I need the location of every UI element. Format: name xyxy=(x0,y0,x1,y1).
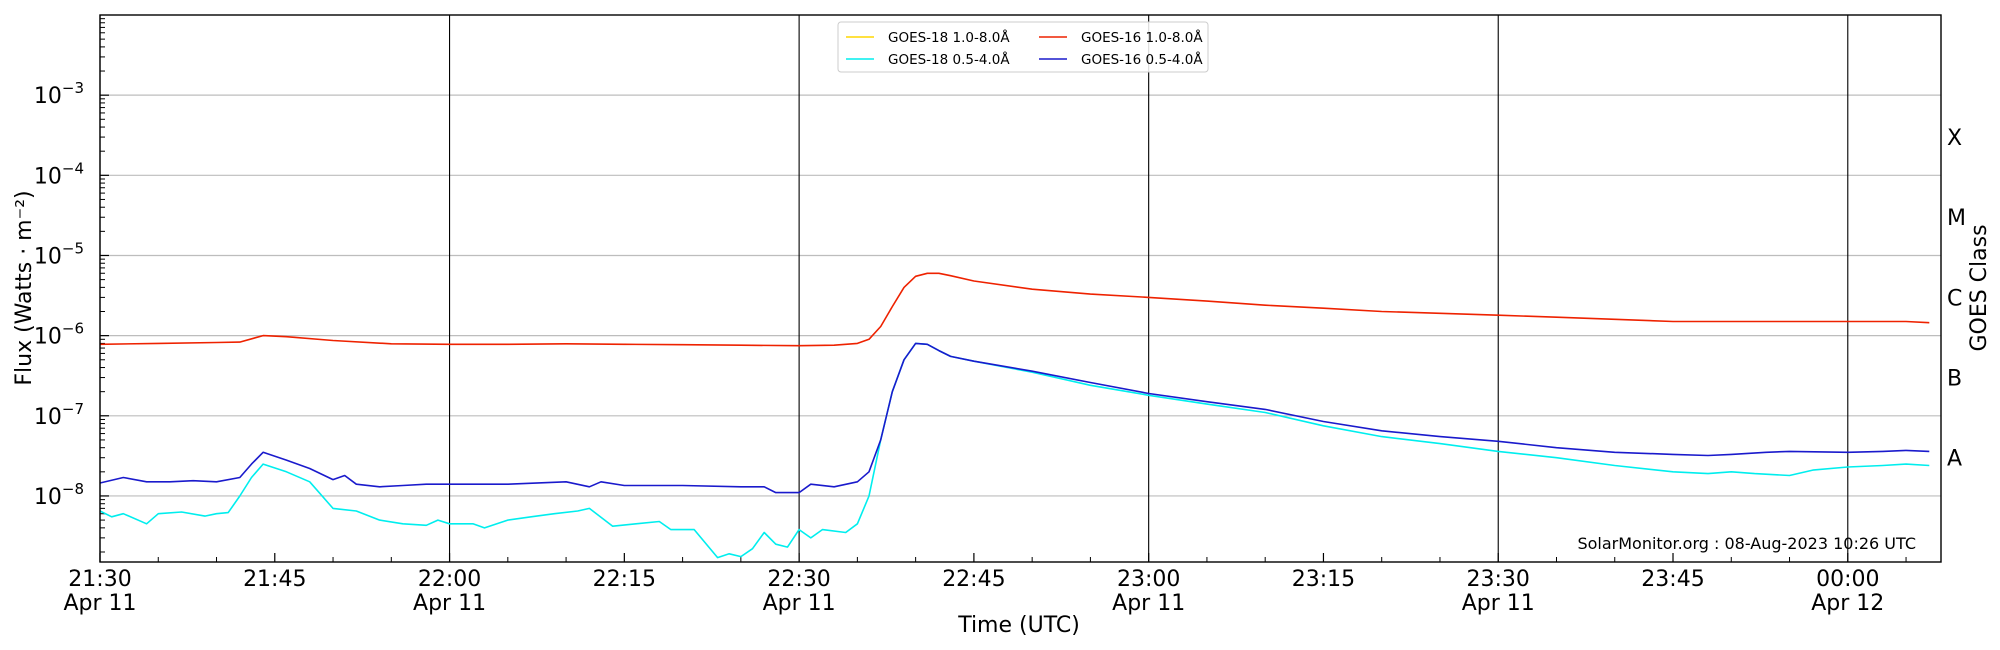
y-tick-base: 10 xyxy=(34,84,62,109)
y-tick-base: 10 xyxy=(34,164,62,189)
x-axis-title: Time (UTC) xyxy=(957,613,1080,638)
goes-class-axis-title: GOES Class xyxy=(1967,224,1992,351)
x-tick-label-date: Apr 11 xyxy=(1462,591,1535,616)
goes-class-label: B xyxy=(1947,367,1962,392)
x-tick-label-time: 22:15 xyxy=(593,567,656,592)
y-tick-label: 10−7 xyxy=(34,400,84,430)
x-tick-label-time: 23:00 xyxy=(1117,567,1180,592)
legend-label: GOES-18 1.0-8.0Å xyxy=(888,29,1010,46)
legend-box xyxy=(837,21,1209,73)
x-tick-label-time: 21:45 xyxy=(243,567,306,592)
y-tick-base: 10 xyxy=(34,485,62,510)
y-tick-exponent: −3 xyxy=(62,79,84,97)
x-tick-label-date: Apr 11 xyxy=(1112,591,1185,616)
legend-label: GOES-16 1.0-8.0Å xyxy=(1081,29,1203,46)
legend-label: GOES-18 0.5-4.0Å xyxy=(888,51,1010,68)
y-tick-base: 10 xyxy=(34,405,62,430)
y-tick-exponent: −7 xyxy=(62,400,84,418)
x-tick-label-time: 23:30 xyxy=(1467,567,1530,592)
y-tick-label: 10−6 xyxy=(34,320,84,350)
watermark-text: SolarMonitor.org : 08-Aug-2023 10:26 UTC xyxy=(1577,534,1916,553)
y-axis-title: Flux (Watts · m⁻²) xyxy=(12,190,37,385)
series-line-4 xyxy=(99,342,1930,494)
goes-class-label: C xyxy=(1947,286,1962,311)
goes-class-label: M xyxy=(1947,206,1966,231)
x-tick-label-date: Apr 11 xyxy=(63,591,136,616)
x-tick-label-date: Apr 11 xyxy=(413,591,486,616)
x-tick-label-date: Apr 11 xyxy=(763,591,836,616)
plot-frame xyxy=(99,14,1942,563)
y-tick-label: 10−5 xyxy=(34,239,84,269)
y-tick-exponent: −5 xyxy=(62,239,84,257)
legend-label: GOES-16 0.5-4.0Å xyxy=(1081,51,1203,68)
goes-class-label: X xyxy=(1947,126,1962,151)
x-tick-label-time: 22:30 xyxy=(767,567,830,592)
y-tick-exponent: −4 xyxy=(62,159,84,177)
y-tick-base: 10 xyxy=(34,325,62,350)
series-line-3 xyxy=(99,342,1930,559)
x-tick-label-time: 21:30 xyxy=(68,567,131,592)
x-tick-label-time: 22:00 xyxy=(418,567,481,592)
x-tick-label-date: Apr 12 xyxy=(1811,591,1884,616)
series-line-2 xyxy=(99,272,1930,347)
x-tick-label-time: 23:45 xyxy=(1641,567,1704,592)
y-tick-exponent: −6 xyxy=(62,320,84,338)
x-tick-label-time: 00:00 xyxy=(1816,567,1879,592)
y-tick-label: 10−4 xyxy=(34,159,84,189)
y-tick-base: 10 xyxy=(34,244,62,269)
x-tick-label-time: 23:15 xyxy=(1292,567,1355,592)
y-tick-label: 10−3 xyxy=(34,79,84,109)
goes-class-label: A xyxy=(1947,447,1962,472)
y-tick-label: 10−8 xyxy=(34,480,84,510)
x-tick-label-time: 22:45 xyxy=(942,567,1005,592)
y-tick-exponent: −8 xyxy=(62,480,84,498)
legend: GOES-18 1.0-8.0Å GOES-18 0.5-4.0Å GOES-16 … xyxy=(837,21,1209,73)
